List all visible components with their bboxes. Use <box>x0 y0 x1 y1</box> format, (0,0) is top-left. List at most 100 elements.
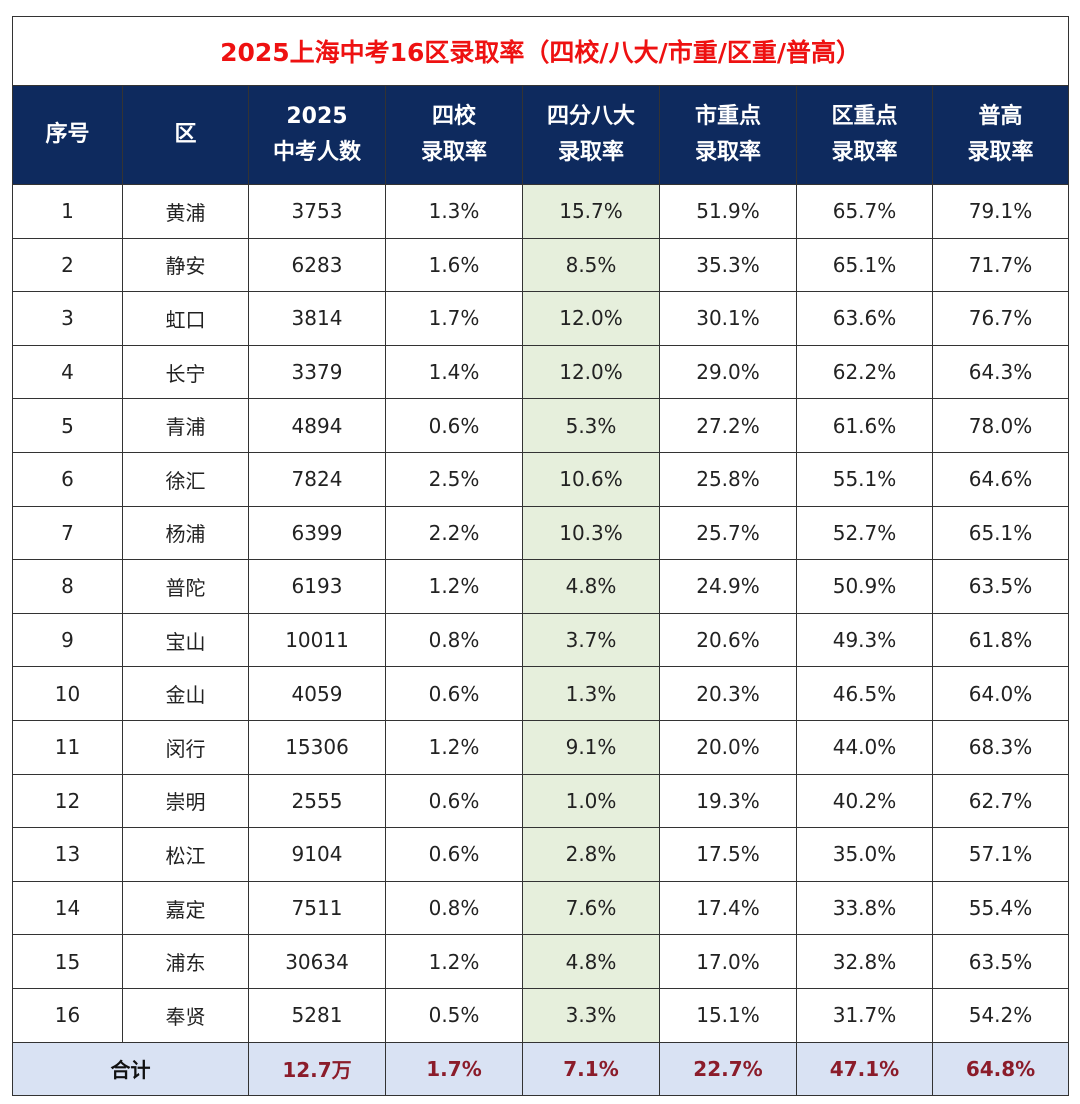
total-examinees: 12.7万 <box>248 1041 386 1096</box>
cell-examinees: 7511 <box>248 880 386 936</box>
cell-four_schools: 2.5% <box>385 451 523 507</box>
cell-district_key: 52.7% <box>796 505 933 561</box>
cell-eight_big: 4.8% <box>522 559 660 614</box>
cell-examinees: 15306 <box>248 719 386 775</box>
cell-examinees: 3379 <box>248 344 386 400</box>
cell-no: 2 <box>12 237 123 293</box>
table-row: 3 虹口 3814 1.7% 12.0% 30.1% 63.6% 76.7% <box>12 291 1070 346</box>
cell-four_schools: 0.6% <box>385 666 523 721</box>
cell-general_high: 64.0% <box>931 666 1070 721</box>
cell-examinees: 3814 <box>248 291 386 346</box>
cell-examinees: 5281 <box>248 987 386 1043</box>
cell-district: 黄浦 <box>122 184 249 239</box>
cell-district: 宝山 <box>122 612 249 668</box>
cell-eight_big: 5.3% <box>522 398 660 453</box>
table-row: 6 徐汇 7824 2.5% 10.6% 25.8% 55.1% 64.6% <box>12 451 1070 507</box>
cell-no: 13 <box>12 827 123 882</box>
cell-general_high: 65.1% <box>931 505 1070 561</box>
cell-no: 14 <box>12 880 123 936</box>
cell-four_schools: 1.6% <box>385 237 523 293</box>
cell-city_key: 17.5% <box>659 827 797 882</box>
cell-city_key: 25.7% <box>659 505 797 561</box>
cell-general_high: 76.7% <box>931 291 1070 346</box>
table-row: 9 宝山 10011 0.8% 3.7% 20.6% 49.3% 61.8% <box>12 612 1070 668</box>
cell-examinees: 7824 <box>248 451 386 507</box>
cell-district_key: 65.1% <box>796 237 933 293</box>
total-city_key: 22.7% <box>659 1041 797 1096</box>
cell-district_key: 62.2% <box>796 344 933 400</box>
cell-four_schools: 1.2% <box>385 559 523 614</box>
cell-no: 15 <box>12 934 123 989</box>
header-row: 序号区 2025 中考人数 四校 录取率 四分八大 录取率 市重点 录取率 区重点 录取率 普高 录取率 <box>12 85 1070 185</box>
cell-city_key: 17.4% <box>659 880 797 936</box>
column-header-district: 区 <box>122 85 249 185</box>
table-row: 7 杨浦 6399 2.2% 10.3% 25.7% 52.7% 65.1% <box>12 505 1070 561</box>
cell-district_key: 61.6% <box>796 398 933 453</box>
total-row: 合计 12.7万 1.7% 7.1% 22.7% 47.1% 64.8% <box>12 1041 1070 1096</box>
table-row: 11 闵行 15306 1.2% 9.1% 20.0% 44.0% 68.3% <box>12 719 1070 775</box>
cell-no: 9 <box>12 612 123 668</box>
table-row: 16 奉贤 5281 0.5% 3.3% 15.1% 31.7% 54.2% <box>12 987 1070 1043</box>
column-header-line: 录取率 <box>420 140 487 165</box>
cell-district_key: 55.1% <box>796 451 933 507</box>
cell-eight_big: 2.8% <box>522 827 660 882</box>
cell-general_high: 64.6% <box>931 451 1070 507</box>
cell-district: 闵行 <box>122 719 249 775</box>
cell-examinees: 4059 <box>248 666 386 721</box>
cell-four_schools: 0.8% <box>385 612 523 668</box>
cell-general_high: 54.2% <box>931 987 1070 1043</box>
column-header-four_schools: 四校 录取率 <box>385 85 523 185</box>
cell-no: 10 <box>12 666 123 721</box>
cell-district: 金山 <box>122 666 249 721</box>
cell-city_key: 24.9% <box>659 559 797 614</box>
total-general_high: 64.8% <box>931 1041 1070 1096</box>
table-row: 10 金山 4059 0.6% 1.3% 20.3% 46.5% 64.0% <box>12 666 1070 721</box>
column-header-line: 普高 <box>978 104 1023 129</box>
table-row: 1 黄浦 3753 1.3% 15.7% 51.9% 65.7% 79.1% <box>12 184 1070 239</box>
column-header-no: 序号 <box>12 85 123 185</box>
cell-district: 奉贤 <box>122 987 249 1043</box>
cell-examinees: 4894 <box>248 398 386 453</box>
cell-district_key: 63.6% <box>796 291 933 346</box>
cell-district_key: 33.8% <box>796 880 933 936</box>
cell-city_key: 29.0% <box>659 344 797 400</box>
cell-eight_big: 9.1% <box>522 719 660 775</box>
cell-district: 青浦 <box>122 398 249 453</box>
cell-examinees: 2555 <box>248 773 386 829</box>
column-header-line: 区 <box>174 122 197 147</box>
cell-no: 8 <box>12 559 123 614</box>
column-header-examinees: 2025 中考人数 <box>248 85 386 185</box>
admission-rate-table: 2025上海中考16区录取率（四校/八大/市重/区重/普高） 序号 区 2025 中考… <box>11 16 1070 1096</box>
cell-city_key: 27.2% <box>659 398 797 453</box>
cell-eight_big: 10.6% <box>522 451 660 507</box>
cell-city_key: 17.0% <box>659 934 797 989</box>
cell-four_schools: 1.2% <box>385 934 523 989</box>
cell-general_high: 63.5% <box>931 934 1070 989</box>
cell-district: 长宁 <box>122 344 249 400</box>
cell-no: 11 <box>12 719 123 775</box>
cell-eight_big: 3.3% <box>522 987 660 1043</box>
cell-eight_big: 1.3% <box>522 666 660 721</box>
cell-district_key: 49.3% <box>796 612 933 668</box>
admission-rate-table-container: 2025上海中考16区录取率（四校/八大/市重/区重/普高） 序号 区 2025 中考… <box>11 16 1070 1096</box>
cell-city_key: 51.9% <box>659 184 797 239</box>
cell-district_key: 40.2% <box>796 773 933 829</box>
cell-city_key: 20.6% <box>659 612 797 668</box>
cell-eight_big: 8.5% <box>522 237 660 293</box>
column-header-line: 中考人数 <box>272 140 361 165</box>
total-label: 合计 <box>12 1041 249 1096</box>
cell-no: 7 <box>12 505 123 561</box>
cell-district: 虹口 <box>122 291 249 346</box>
column-header-line: 录取率 <box>557 140 624 165</box>
cell-city_key: 20.3% <box>659 666 797 721</box>
cell-no: 5 <box>12 398 123 453</box>
table-row: 2 静安 6283 1.6% 8.5% 35.3% 65.1% 71.7% <box>12 237 1070 293</box>
cell-district_key: 35.0% <box>796 827 933 882</box>
table-title: 2025上海中考16区录取率（四校/八大/市重/区重/普高） <box>11 16 1070 86</box>
total-four_schools: 1.7% <box>385 1041 523 1096</box>
cell-district_key: 31.7% <box>796 987 933 1043</box>
table-row: 5 青浦 4894 0.6% 5.3% 27.2% 61.6% 78.0% <box>12 398 1070 453</box>
column-header-line: 录取率 <box>831 140 898 165</box>
cell-general_high: 55.4% <box>931 880 1070 936</box>
cell-no: 12 <box>12 773 123 829</box>
